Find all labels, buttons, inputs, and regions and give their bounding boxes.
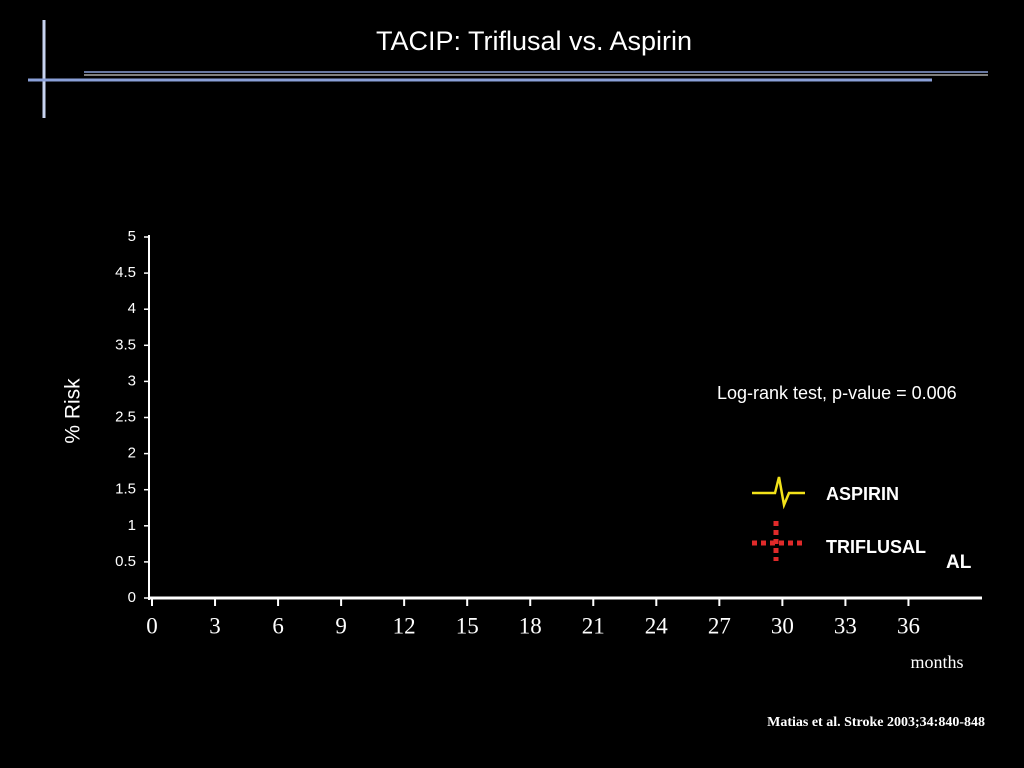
legend-symbol — [752, 476, 805, 510]
annotation: AL — [946, 552, 972, 573]
legend-label: ASPIRIN — [826, 484, 899, 504]
x-tick-label: 15 — [456, 613, 479, 638]
plot: 00.511.522.533.544.550 3 6 9 12 15 18 21 24 27 30 3… — [115, 228, 982, 638]
x-axis-label: months — [910, 652, 963, 672]
x-tick-label: 9 — [335, 613, 347, 638]
y-tick-label: 1.5 — [115, 481, 136, 498]
slide-title: TACIP: Triflusal vs. Aspirin — [376, 26, 692, 56]
x-tick-label: 6 — [272, 613, 284, 638]
y-tick-label: 3.5 — [115, 336, 136, 353]
x-tick-label: 18 — [519, 613, 542, 638]
x-tick-label: 3 — [209, 613, 221, 638]
source: Matias et al. Stroke 2003;34:840-848 — [767, 715, 985, 730]
y-tick-label: 3 — [128, 372, 136, 389]
x-tick-label: 21 — [582, 613, 605, 638]
x-tick-label: 33 — [834, 613, 857, 638]
y-tick-label: 1 — [128, 517, 136, 534]
y-tick-label: 2 — [128, 445, 136, 462]
annotation: Log-rank test, p-value = 0.006 — [717, 383, 957, 403]
x-tick-label: 27 — [708, 613, 731, 638]
x-tick-label: 30 — [771, 613, 794, 638]
y-axis-label: % Risk — [62, 378, 85, 444]
y-tick-label: 0.5 — [115, 553, 136, 570]
y-tick-label: 4 — [128, 300, 136, 317]
x-tick-label: 0 — [146, 613, 158, 638]
y-tick-label: 0 — [128, 589, 136, 606]
y-tick-label: 5 — [128, 228, 136, 245]
legend-label: TRIFLUSAL — [826, 537, 926, 557]
x-tick-label: 24 — [645, 613, 669, 638]
x-tick-label: 12 — [393, 613, 416, 638]
y-tick-label: 4.5 — [115, 264, 136, 281]
x-tick-label: 36 — [897, 613, 920, 638]
y-tick-label: 2.5 — [115, 408, 136, 425]
